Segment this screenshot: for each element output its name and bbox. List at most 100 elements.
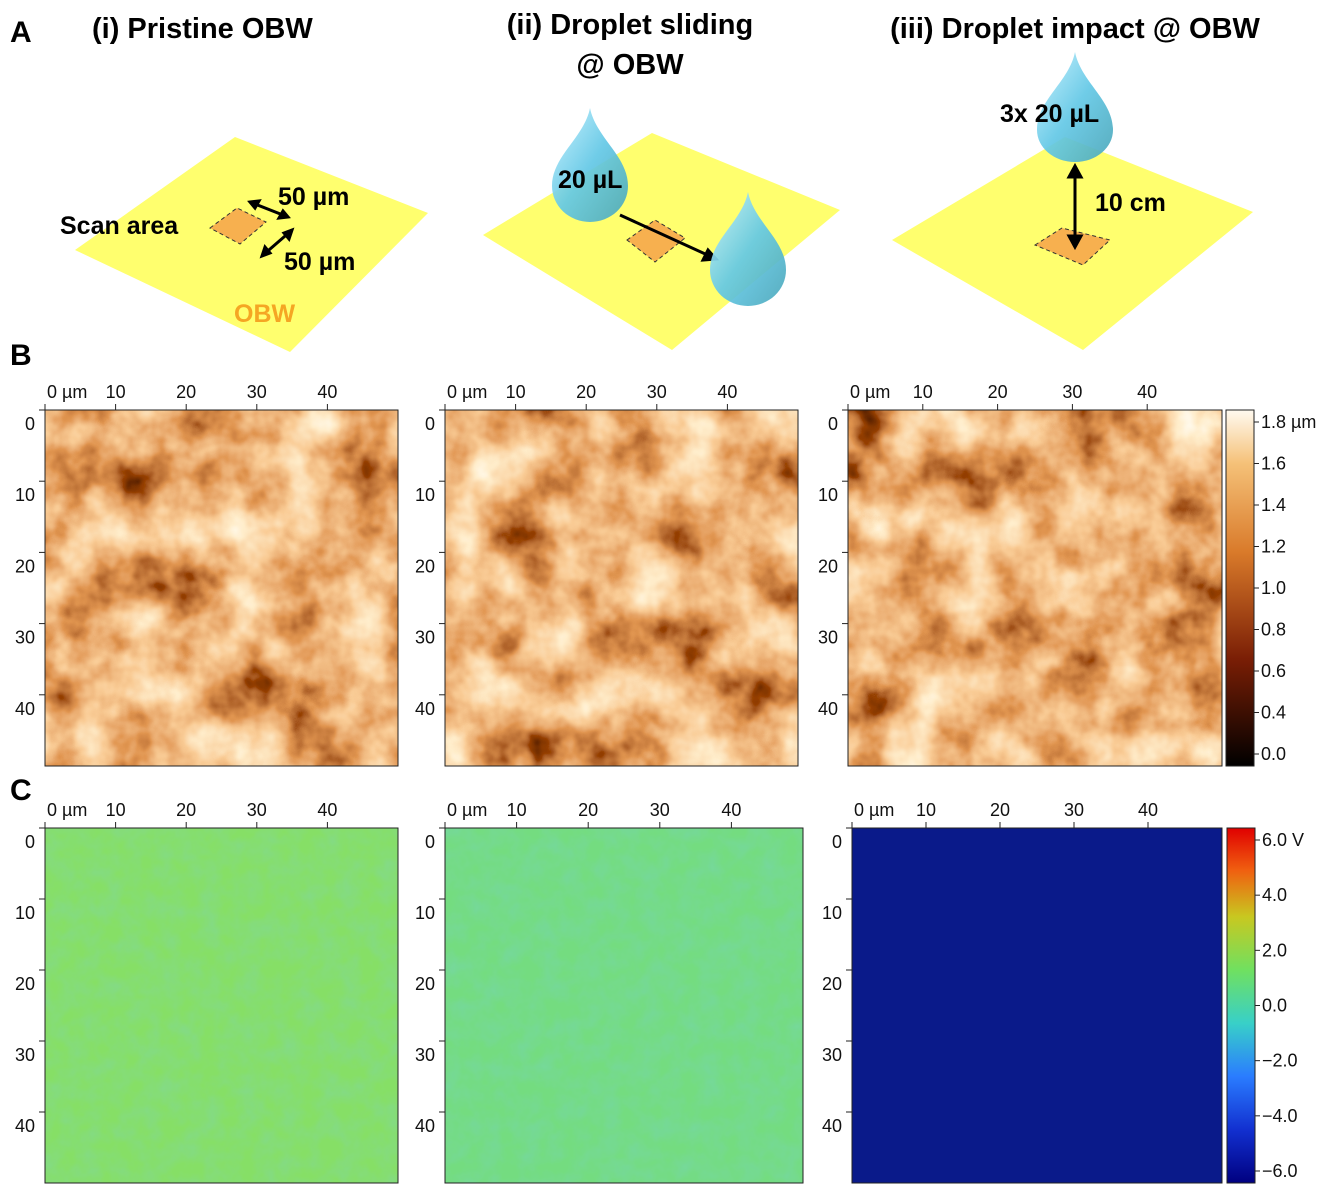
y-tick-label: 20 — [415, 556, 435, 576]
y-tick-label: 10 — [15, 903, 35, 923]
y-tick-label: 30 — [15, 628, 35, 648]
dimension: 50 µm — [278, 183, 349, 211]
x-tick-label: 40 — [721, 800, 741, 820]
x-tick-label: 30 — [650, 800, 670, 820]
x-tick-label: 0 µm — [854, 800, 894, 820]
colorbar-label: 0.0 — [1261, 744, 1286, 764]
y-tick-label: 0 — [425, 414, 435, 434]
colorbar-label: 1.4 — [1261, 495, 1286, 515]
y-tick-label: 30 — [822, 1045, 842, 1065]
x-tick-label: 20 — [990, 800, 1010, 820]
y-tick-label: 0 — [25, 832, 35, 852]
x-tick-label: 30 — [1064, 800, 1084, 820]
substrate-label: OBW — [234, 300, 296, 328]
colorbar-label: 0.0 — [1262, 996, 1287, 1016]
x-tick-label: 40 — [717, 382, 737, 402]
y-tick-label: 0 — [832, 832, 842, 852]
x-tick-label: 40 — [1137, 382, 1157, 402]
y-tick-label: 40 — [822, 1116, 842, 1136]
y-tick-label: 40 — [15, 1116, 35, 1136]
y-tick-label: 30 — [415, 628, 435, 648]
x-tick-label: 40 — [1138, 800, 1158, 820]
map — [45, 410, 398, 766]
colorbar-label: 0.4 — [1261, 703, 1286, 723]
y-tick-label: 0 — [425, 832, 435, 852]
colorbar — [1227, 828, 1255, 1183]
x-tick-label: 0 µm — [47, 800, 87, 820]
x-tick-label: 10 — [507, 800, 527, 820]
y-tick-label: 20 — [822, 974, 842, 994]
colorbar-label: −6.0 — [1262, 1161, 1298, 1181]
subpanel-title: (i) Pristine OBW — [92, 13, 313, 45]
x-tick-label: 20 — [176, 800, 196, 820]
colorbar-label: −4.0 — [1262, 1106, 1298, 1126]
x-tick-label: 40 — [317, 800, 337, 820]
x-tick-label: 20 — [988, 382, 1008, 402]
y-tick-label: 10 — [415, 485, 435, 505]
x-tick-label: 10 — [106, 382, 126, 402]
y-tick-label: 40 — [15, 699, 35, 719]
y-tick-label: 0 — [828, 414, 838, 434]
colorbar-label: 6.0 V — [1262, 830, 1304, 850]
y-tick-label: 40 — [415, 699, 435, 719]
page: {"panel_a": {"label": "A", "pristine": {… — [0, 0, 1326, 1187]
map — [848, 410, 1222, 766]
colorbar-label: 1.2 — [1261, 537, 1286, 557]
drop-height: 10 cm — [1095, 189, 1166, 217]
colorbar-label: 1.6 — [1261, 454, 1286, 474]
y-tick-label: 40 — [415, 1116, 435, 1136]
y-tick-label: 10 — [15, 485, 35, 505]
x-tick-label: 30 — [1062, 382, 1082, 402]
x-tick-label: 20 — [578, 800, 598, 820]
map — [445, 410, 798, 766]
x-tick-label: 30 — [247, 382, 267, 402]
panel-label: A — [10, 16, 32, 49]
y-tick-label: 20 — [415, 974, 435, 994]
figure: A (i) Pristine OBW (ii) Droplet sliding … — [0, 0, 1326, 1187]
x-tick-label: 0 µm — [850, 382, 890, 402]
x-tick-label: 0 µm — [447, 800, 487, 820]
dimension: 50 µm — [284, 248, 355, 276]
colorbar-label: 4.0 — [1262, 885, 1287, 905]
y-tick-label: 20 — [818, 556, 838, 576]
y-tick-label: 40 — [818, 699, 838, 719]
x-tick-label: 10 — [913, 382, 933, 402]
x-tick-label: 10 — [506, 382, 526, 402]
label: Scan area — [60, 212, 179, 240]
volume: 3x 20 µL — [1000, 100, 1099, 128]
panel-label: C — [10, 774, 32, 807]
x-tick-label: 10 — [916, 800, 936, 820]
subpanel-title: (iii) Droplet impact @ OBW — [890, 13, 1260, 45]
colorbar-label: 2.0 — [1262, 940, 1287, 960]
y-tick-label: 30 — [15, 1045, 35, 1065]
x-tick-label: 0 µm — [447, 382, 487, 402]
map — [852, 828, 1222, 1183]
colorbar — [1226, 410, 1254, 766]
map-texture — [45, 828, 398, 1183]
panel-label: B — [10, 339, 32, 372]
x-tick-label: 30 — [647, 382, 667, 402]
x-tick-label: 40 — [317, 382, 337, 402]
x-tick-label: 20 — [576, 382, 596, 402]
y-tick-label: 10 — [818, 485, 838, 505]
y-tick-label: 10 — [822, 903, 842, 923]
y-tick-label: 20 — [15, 974, 35, 994]
volume: 20 µL — [558, 166, 622, 194]
colorbar-label: 0.6 — [1261, 661, 1286, 681]
subpanel-title: @ OBW — [576, 49, 684, 81]
x-tick-label: 10 — [106, 800, 126, 820]
y-tick-label: 0 — [25, 414, 35, 434]
y-tick-label: 30 — [415, 1045, 435, 1065]
y-tick-label: 20 — [15, 556, 35, 576]
subpanel-title: (ii) Droplet sliding — [507, 9, 754, 41]
colorbar-label: −2.0 — [1262, 1051, 1298, 1071]
y-tick-label: 10 — [415, 903, 435, 923]
colorbar-label: 0.8 — [1261, 620, 1286, 640]
x-tick-label: 20 — [176, 382, 196, 402]
map-texture — [445, 828, 803, 1183]
y-tick-label: 30 — [818, 628, 838, 648]
droplet — [552, 108, 628, 222]
x-tick-label: 0 µm — [47, 382, 87, 402]
x-tick-label: 30 — [247, 800, 267, 820]
colorbar-label: 1.8 µm — [1261, 412, 1316, 432]
